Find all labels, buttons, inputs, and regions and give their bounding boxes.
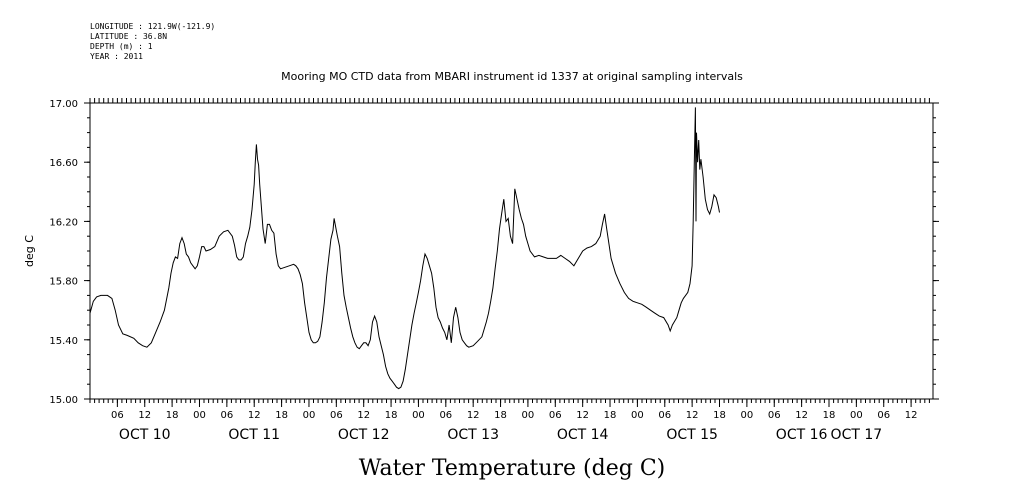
y-tick-label: 16.60 <box>49 158 78 169</box>
x-tick-label: 18 <box>494 410 507 421</box>
x-tick-label: 06 <box>877 410 890 421</box>
x-tick-label: 00 <box>850 410 863 421</box>
y-tick-label: 15.40 <box>49 336 78 347</box>
x-tick-label: 18 <box>275 410 288 421</box>
longitude-text: LONGITUDE : 121.9W(-121.9) <box>90 22 216 31</box>
x-day-label: OCT 17 <box>831 427 883 443</box>
x-tick-label: 12 <box>248 410 261 421</box>
metadata-block: LONGITUDE : 121.9W(-121.9) LATITUDE : 36… <box>90 22 215 62</box>
x-tick-label: 06 <box>549 410 562 421</box>
y-tick-label: 15.00 <box>49 395 78 406</box>
x-day-label: OCT 14 <box>557 427 609 443</box>
x-tick-label: 18 <box>604 410 617 421</box>
x-tick-label: 18 <box>166 410 179 421</box>
x-tick-label: 06 <box>768 410 781 421</box>
x-tick-label: 12 <box>795 410 808 421</box>
x-tick-label: 06 <box>330 410 343 421</box>
x-tick-label: 00 <box>631 410 644 421</box>
x-tick-label: 00 <box>412 410 425 421</box>
x-tick-label: 06 <box>111 410 124 421</box>
depth-text: DEPTH (m) : 1 <box>90 42 153 51</box>
plot-frame <box>89 102 934 400</box>
x-tick-label: 00 <box>522 410 535 421</box>
x-day-label: OCT 11 <box>228 427 280 443</box>
x-day-label: OCT 15 <box>666 427 718 443</box>
x-tick-label: 12 <box>357 410 370 421</box>
x-tick-label: 12 <box>686 410 699 421</box>
x-tick-label: 06 <box>220 410 233 421</box>
minor-ticks <box>89 98 930 403</box>
chart-title: Mooring MO CTD data from MBARI instrumen… <box>281 70 743 83</box>
y-axis-label: deg C <box>23 235 36 267</box>
x-day-label: OCT 12 <box>338 427 390 443</box>
x-day-label: OCT 13 <box>447 427 499 443</box>
y-tick-label: 16.20 <box>49 217 78 228</box>
x-tick-label: 00 <box>741 410 754 421</box>
x-tick-label: 18 <box>713 410 726 421</box>
x-tick-label: 12 <box>138 410 151 421</box>
latitude-text: LATITUDE : 36.8N <box>90 32 168 41</box>
x-day-label: OCT 10 <box>119 427 171 443</box>
x-tick-label: 00 <box>303 410 316 421</box>
x-tick-label: 12 <box>576 410 589 421</box>
x-tick-label: 18 <box>385 410 398 421</box>
year-text: YEAR : 2011 <box>90 52 143 61</box>
water-temperature-line <box>89 107 720 390</box>
y-axis: 15.00 15.40 15.80 16.20 16.60 17.00 <box>49 99 939 406</box>
x-day-label: OCT 16 <box>776 427 828 443</box>
y-tick-label: 15.80 <box>49 277 78 288</box>
hour-minor-ticks <box>89 98 930 403</box>
x-tick-label: 06 <box>439 410 452 421</box>
x-axis: 06 12 18 00 06 12 18 00 06 12 18 00 06 12 18 00 06 12 18 00… <box>111 399 917 443</box>
x-tick-label: 18 <box>823 410 836 421</box>
y-tick-label: 17.00 <box>49 99 78 110</box>
x-axis-label: Water Temperature (deg C) <box>359 456 666 481</box>
x-tick-label: 12 <box>467 410 480 421</box>
x-tick-label: 06 <box>658 410 671 421</box>
x-tick-label: 00 <box>193 410 206 421</box>
x-tick-label: 12 <box>905 410 918 421</box>
